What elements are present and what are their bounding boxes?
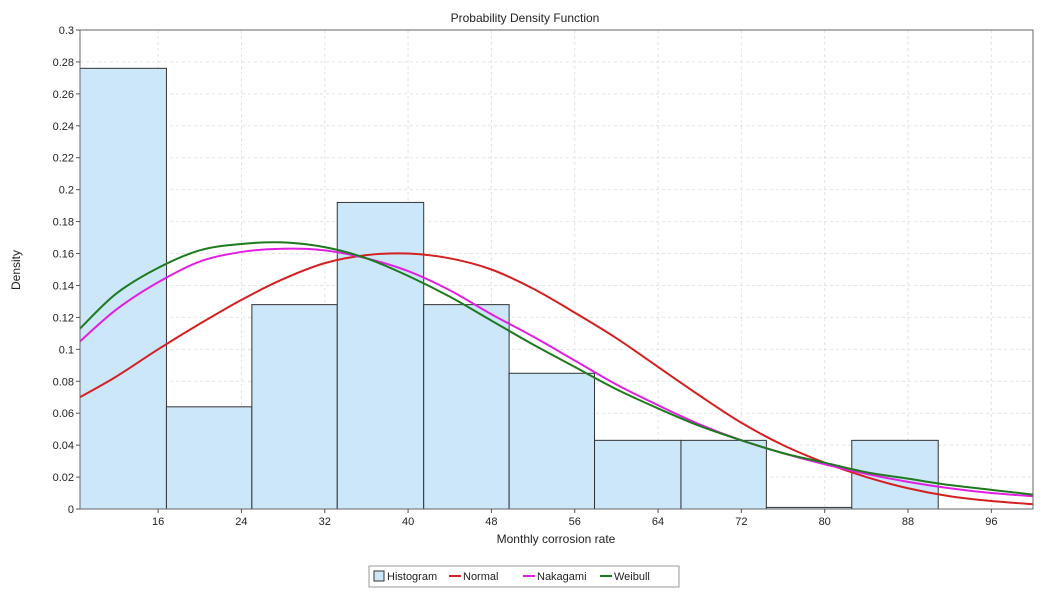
y-tick-label: 0.18: [53, 217, 74, 229]
y-tick-label: 0.04: [53, 440, 74, 452]
x-tick-label: 48: [485, 516, 497, 528]
legend-nakagami-label: Nakagami: [537, 571, 587, 583]
x-tick-label: 72: [735, 516, 747, 528]
x-tick-label: 56: [569, 516, 581, 528]
legend: Histogram Normal Nakagami Weibull: [368, 565, 680, 588]
grid: [80, 29, 1033, 510]
y-tick-label: 0.08: [53, 376, 74, 388]
chart-title: Probability Density Function: [451, 11, 600, 25]
x-tick-label: 64: [652, 516, 664, 528]
y-tick-label: 0.22: [53, 153, 74, 165]
legend-histogram-label: Histogram: [387, 571, 437, 583]
x-tick-label: 16: [152, 516, 164, 528]
legend-normal-label: Normal: [463, 571, 498, 583]
y-tick-label: 0.12: [53, 312, 74, 324]
x-tick-label: 96: [985, 516, 997, 528]
legend-weibull-label: Weibull: [614, 571, 650, 583]
histogram-bar: [336, 201, 425, 510]
histogram-bar: [508, 372, 596, 510]
plot-frame: [79, 29, 1034, 510]
y-tick-label: 0.2: [59, 185, 74, 197]
pdf-curves: [79, 241, 1034, 506]
y-tick-label: 0.26: [53, 89, 74, 101]
y-tick-label: 0.24: [53, 121, 74, 133]
y-tick-label: 0.28: [53, 57, 74, 69]
weibull-curve: [79, 241, 1034, 496]
x-tick-label: 80: [819, 516, 831, 528]
y-tick-label: 0.16: [53, 249, 74, 261]
histogram-bars: [79, 67, 939, 510]
legend-histogram-swatch: [373, 570, 385, 582]
histogram-bar: [251, 304, 338, 510]
x-tick-label: 88: [902, 516, 914, 528]
x-tick-label: 40: [402, 516, 414, 528]
histogram-bar: [680, 439, 767, 510]
histogram-bar: [594, 439, 682, 510]
histogram-bar: [165, 406, 253, 510]
x-tick-label: 32: [319, 516, 331, 528]
nakagami-curve: [79, 247, 1034, 498]
y-tick-label: 0.1: [59, 344, 74, 356]
x-axis-label: Monthly corrosion rate: [497, 532, 616, 546]
histogram-bar: [423, 304, 510, 510]
y-axis-ticks: 0 0.02 0.04 0.06 0.08 0.1 0.12 0.14 0.16 0.18 0.2 0…: [53, 25, 80, 516]
x-tick-label: 24: [235, 516, 247, 528]
y-tick-label: 0.14: [53, 280, 74, 292]
y-tick-label: 0.06: [53, 408, 74, 420]
y-tick-label: 0.02: [53, 472, 74, 484]
y-axis-label: Density: [9, 250, 23, 290]
normal-curve: [79, 252, 1034, 506]
y-tick-label: 0: [68, 504, 74, 516]
histogram-bar: [851, 439, 939, 510]
x-axis-ticks: 16 24 32 40 48 56 64 72 80 88 96: [152, 509, 997, 528]
y-tick-label: 0.3: [59, 25, 74, 37]
